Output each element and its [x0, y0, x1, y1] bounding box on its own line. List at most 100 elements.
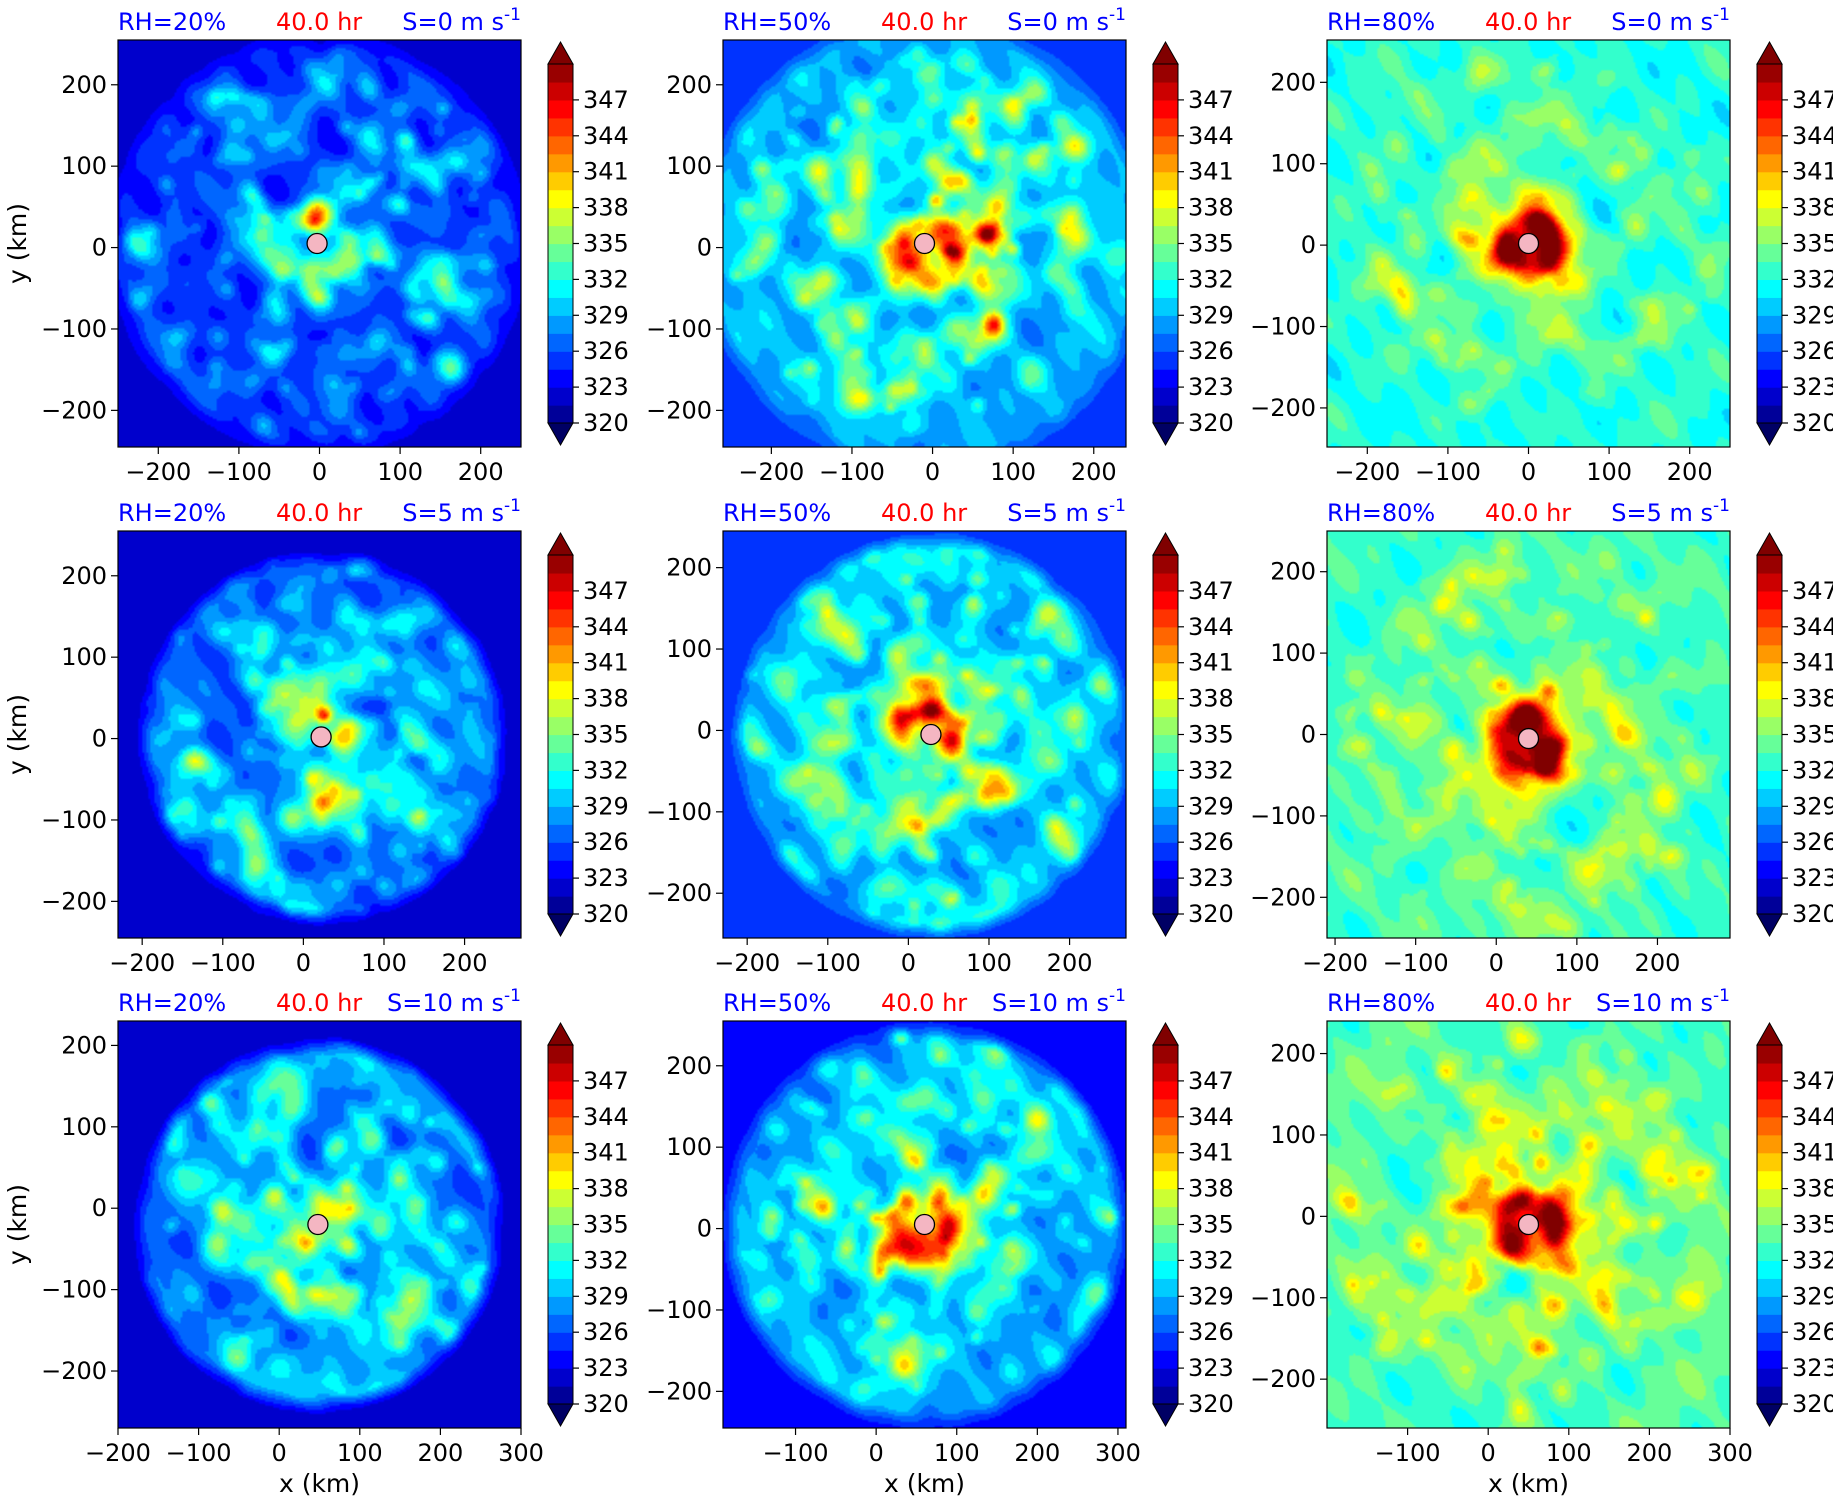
shear-label: S=0 m s-1	[1007, 5, 1126, 36]
x-tick-label: 0	[296, 949, 311, 977]
y-tick-label: 200	[1270, 68, 1316, 96]
panel-6: −200 −100 0 100 200 −200 −100 0 100 200 RH=80% 40.0…	[1250, 496, 1833, 977]
x-tick-label: −100	[190, 949, 256, 977]
colorbar-level	[1757, 626, 1782, 646]
colorbar-tick-label: 326	[1188, 337, 1234, 365]
y-tick-label: 100	[1270, 1121, 1316, 1149]
y-tick-label: 200	[61, 562, 107, 590]
y-tick-label: 100	[1270, 150, 1316, 178]
colorbar-level	[1153, 99, 1178, 119]
colorbar-level	[1757, 225, 1782, 245]
colorbar-level	[1153, 806, 1178, 825]
colorbar-tick-label: 344	[1792, 122, 1833, 150]
x-tick-label: 100	[361, 949, 407, 977]
colorbar-level	[548, 171, 573, 191]
colorbar-level	[1153, 680, 1178, 700]
y-tick-label: −100	[41, 315, 107, 343]
y-tick-label: 100	[666, 152, 712, 180]
y-tick-label: −200	[1250, 394, 1316, 422]
panel-3: −200 −100 0 100 200 −200 −100 0 100 200 RH=80% 40.0…	[1250, 5, 1833, 486]
colorbar-tick-label: 320	[1188, 900, 1234, 928]
x-tick-label: −200	[109, 949, 175, 977]
colorbar-tick-label: 347	[583, 86, 629, 114]
shear-label: S=0 m s-1	[1611, 5, 1730, 36]
colorbar-tick-label: 320	[1792, 900, 1833, 928]
colorbar-tick-label: 332	[583, 1246, 629, 1274]
colorbar-tick-label: 335	[1188, 230, 1234, 258]
x-axis-label: x (km)	[884, 1469, 965, 1498]
colorbar-extend-min	[547, 422, 574, 447]
colorbar-tick-label: 332	[1188, 265, 1234, 293]
time-label: 40.0 hr	[276, 8, 362, 36]
y-tick-label: 200	[666, 71, 712, 99]
y-tick-label: −100	[646, 315, 712, 343]
colorbar-level	[1757, 297, 1782, 316]
colorbar-level	[1153, 1170, 1178, 1190]
rh-label: RH=20%	[118, 989, 226, 1017]
colorbar-tick-label: 341	[1188, 158, 1234, 186]
colorbar-tick-label: 335	[1792, 230, 1833, 258]
x-tick-label: 0	[901, 949, 916, 977]
y-tick-label: 200	[1270, 558, 1316, 586]
colorbar-level	[548, 680, 573, 700]
colorbar-tick-label: 329	[583, 792, 629, 820]
x-tick-label: −200	[714, 949, 780, 977]
x-tick-label: −100	[795, 949, 861, 977]
colorbar-level	[548, 572, 573, 592]
colorbar-level	[1153, 189, 1178, 209]
colorbar-level	[548, 644, 573, 664]
time-label: 40.0 hr	[881, 499, 967, 527]
colorbar-level	[1153, 315, 1178, 334]
colorbar-level	[548, 1278, 573, 1297]
colorbar-level	[1153, 716, 1178, 736]
y-axis-label: y (km)	[3, 1184, 32, 1265]
colorbar-tick-label: 344	[583, 1103, 629, 1131]
storm-center-marker	[920, 723, 942, 746]
colorbar-level	[548, 1350, 573, 1369]
colorbar-level	[1757, 1045, 1782, 1064]
x-tick-label: 100	[377, 458, 423, 486]
colorbar-level	[1757, 405, 1782, 424]
y-tick-label: −200	[646, 396, 712, 424]
y-tick-label: −100	[1250, 1284, 1316, 1312]
colorbar-level	[1757, 1062, 1782, 1082]
colorbar-level	[548, 315, 573, 334]
colorbar-level	[1757, 1278, 1782, 1297]
y-tick-label: 100	[666, 635, 712, 663]
x-tick-label: −200	[125, 458, 191, 486]
colorbar-tick-label: 329	[583, 1282, 629, 1310]
y-tick-label: 100	[61, 643, 107, 671]
colorbar-tick-label: 338	[1792, 685, 1833, 713]
colorbar-tick-label: 335	[583, 230, 629, 258]
y-tick-label: 0	[697, 1215, 712, 1243]
colorbar-tick-label: 338	[583, 685, 629, 713]
y-tick-label: 200	[666, 1052, 712, 1080]
colorbar-level	[1153, 261, 1178, 280]
colorbar-level	[1153, 387, 1178, 406]
colorbar-tick-label: 332	[1188, 1246, 1234, 1274]
colorbar-level	[1153, 1098, 1178, 1118]
x-tick-label: 0	[1489, 949, 1504, 977]
x-tick-label: 200	[1014, 1439, 1060, 1467]
storm-center-marker	[306, 232, 328, 255]
colorbar-tick-label: 338	[1188, 1175, 1234, 1203]
colorbar-level	[1153, 662, 1178, 682]
colorbar-level	[1153, 243, 1178, 263]
colorbar-level	[1757, 1080, 1782, 1100]
colorbar-level	[1757, 351, 1782, 370]
colorbar-level	[548, 1170, 573, 1190]
colorbar: 320 323 326 329 332 335 338 341 344 347	[1756, 531, 1833, 938]
colorbar-tick-label: 329	[1188, 1282, 1234, 1310]
colorbar-tick-label: 347	[1792, 1067, 1833, 1095]
colorbar-level	[1757, 860, 1782, 879]
colorbar-tick-label: 347	[583, 1067, 629, 1095]
colorbar-tick-label: 341	[583, 158, 629, 186]
colorbar-tick-label: 341	[1792, 1139, 1833, 1167]
colorbar-level	[1153, 297, 1178, 316]
axes-frame	[117, 530, 522, 939]
colorbar-level	[548, 824, 573, 843]
colorbar-tick-label: 344	[1792, 613, 1833, 641]
colorbar: 320 323 326 329 332 335 338 341 344 347	[547, 531, 629, 938]
axes-frame	[1326, 1020, 1731, 1429]
x-tick-label: 100	[934, 1439, 980, 1467]
